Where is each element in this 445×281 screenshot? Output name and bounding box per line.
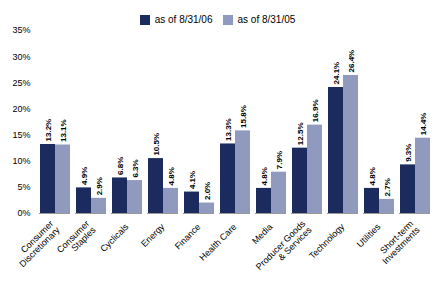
svg-text:ConsumerStaples: ConsumerStaples — [55, 218, 98, 261]
svg-text:Technology: Technology — [307, 221, 347, 261]
svg-text:Short-termInvestments: Short-termInvestments — [374, 218, 422, 266]
svg-text:5%: 5% — [17, 182, 30, 192]
svg-text:35%: 35% — [12, 25, 30, 35]
svg-text:4.9%: 4.9% — [80, 167, 89, 185]
svg-text:13.1%: 13.1% — [59, 119, 68, 142]
svg-text:6.3%: 6.3% — [131, 159, 140, 177]
svg-text:Finance: Finance — [173, 222, 203, 252]
svg-text:4.8%: 4.8% — [368, 167, 377, 185]
svg-text:13.2%: 13.2% — [44, 119, 53, 142]
svg-text:2.0%: 2.0% — [203, 182, 212, 200]
svg-text:30%: 30% — [12, 52, 30, 62]
svg-text:15.8%: 15.8% — [239, 105, 248, 128]
svg-text:10%: 10% — [12, 156, 30, 166]
svg-text:9.3%: 9.3% — [404, 144, 413, 162]
html-text:as of 8/31/05: as of 8/31/05 — [237, 14, 296, 25]
svg-text:4.1%: 4.1% — [188, 171, 197, 189]
svg-text:Cyclicals: Cyclicals — [98, 221, 131, 254]
svg-text:Energy: Energy — [139, 221, 167, 249]
svg-text:16.9%: 16.9% — [311, 99, 320, 122]
html-text:as of 8/31/06: as of 8/31/06 — [154, 14, 213, 25]
svg-text:12.5%: 12.5% — [296, 122, 305, 145]
svg-text:Utilities: Utilities — [355, 221, 383, 249]
svg-text:Media: Media — [250, 222, 274, 246]
svg-text:20%: 20% — [12, 104, 30, 114]
svg-text:10.5%: 10.5% — [152, 133, 161, 156]
svg-text:13.3%: 13.3% — [224, 118, 233, 141]
svg-text:Producer Goods& Services: Producer Goods& Services — [254, 218, 314, 278]
svg-text:ConsumerDiscretionary: ConsumerDiscretionary — [11, 218, 62, 269]
svg-text:14.4%: 14.4% — [419, 113, 428, 136]
svg-text:2.7%: 2.7% — [383, 178, 392, 196]
svg-text:Health Care: Health Care — [197, 222, 238, 263]
svg-text:6.8%: 6.8% — [116, 157, 125, 175]
svg-text:4.8%: 4.8% — [260, 167, 269, 185]
svg-text:2.9%: 2.9% — [95, 177, 104, 195]
svg-text:15%: 15% — [12, 130, 30, 140]
svg-text:26.4%: 26.4% — [347, 50, 356, 73]
svg-text:7.9%: 7.9% — [275, 151, 284, 169]
svg-text:0%: 0% — [17, 208, 30, 218]
svg-text:4.8%: 4.8% — [167, 167, 176, 185]
svg-text:25%: 25% — [12, 78, 30, 88]
svg-text:24.1%: 24.1% — [332, 62, 341, 85]
